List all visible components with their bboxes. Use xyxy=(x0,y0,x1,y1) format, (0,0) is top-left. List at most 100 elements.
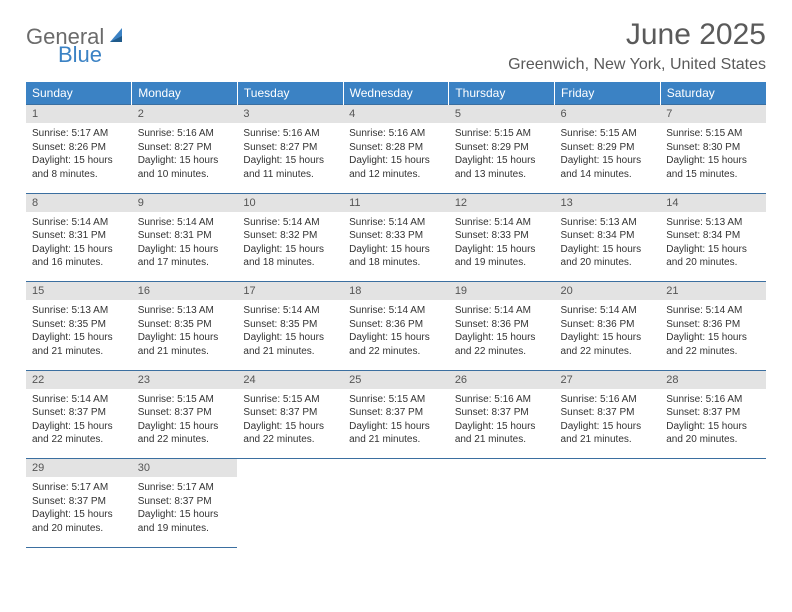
daylight-text: Daylight: 15 hours and 20 minutes. xyxy=(666,243,760,270)
day-number xyxy=(343,459,449,478)
day-content xyxy=(660,477,766,547)
calendar-table: Sunday Monday Tuesday Wednesday Thursday… xyxy=(26,82,766,548)
day-number xyxy=(555,459,661,478)
sunset-text: Sunset: 8:35 PM xyxy=(243,318,337,332)
sunset-text: Sunset: 8:36 PM xyxy=(455,318,549,332)
sunset-text: Sunset: 8:37 PM xyxy=(243,406,337,420)
day-content xyxy=(449,477,555,547)
title-block: June 2025 Greenwich, New York, United St… xyxy=(508,18,766,74)
logo: General Blue xyxy=(26,24,128,50)
day-number: 14 xyxy=(660,193,766,212)
day-content: Sunrise: 5:16 AMSunset: 8:37 PMDaylight:… xyxy=(555,389,661,459)
sunset-text: Sunset: 8:30 PM xyxy=(666,141,760,155)
day-content: Sunrise: 5:15 AMSunset: 8:29 PMDaylight:… xyxy=(449,123,555,193)
sunrise-text: Sunrise: 5:16 AM xyxy=(138,127,232,141)
daylight-text: Daylight: 15 hours and 22 minutes. xyxy=(138,420,232,447)
daylight-text: Daylight: 15 hours and 21 minutes. xyxy=(455,420,549,447)
sunrise-text: Sunrise: 5:15 AM xyxy=(561,127,655,141)
day-number: 4 xyxy=(343,105,449,124)
day-content: Sunrise: 5:15 AMSunset: 8:37 PMDaylight:… xyxy=(132,389,238,459)
daylight-text: Daylight: 15 hours and 20 minutes. xyxy=(666,420,760,447)
weekday-header: Thursday xyxy=(449,82,555,105)
sunrise-text: Sunrise: 5:13 AM xyxy=(561,216,655,230)
daylight-text: Daylight: 15 hours and 22 minutes. xyxy=(561,331,655,358)
weekday-header: Monday xyxy=(132,82,238,105)
daylight-text: Daylight: 15 hours and 22 minutes. xyxy=(349,331,443,358)
day-content: Sunrise: 5:14 AMSunset: 8:36 PMDaylight:… xyxy=(343,300,449,370)
sunrise-text: Sunrise: 5:13 AM xyxy=(138,304,232,318)
daylight-text: Daylight: 15 hours and 14 minutes. xyxy=(561,154,655,181)
day-number: 13 xyxy=(555,193,661,212)
day-number: 29 xyxy=(26,459,132,478)
daynum-row: 15161718192021 xyxy=(26,282,766,301)
day-number: 10 xyxy=(237,193,343,212)
day-number: 3 xyxy=(237,105,343,124)
day-number xyxy=(449,459,555,478)
sunrise-text: Sunrise: 5:16 AM xyxy=(455,393,549,407)
day-number: 8 xyxy=(26,193,132,212)
day-number: 12 xyxy=(449,193,555,212)
daylight-text: Daylight: 15 hours and 21 minutes. xyxy=(243,331,337,358)
sunset-text: Sunset: 8:37 PM xyxy=(349,406,443,420)
day-number: 15 xyxy=(26,282,132,301)
sunset-text: Sunset: 8:36 PM xyxy=(666,318,760,332)
day-number: 23 xyxy=(132,370,238,389)
daylight-text: Daylight: 15 hours and 21 minutes. xyxy=(138,331,232,358)
sunset-text: Sunset: 8:36 PM xyxy=(561,318,655,332)
sunset-text: Sunset: 8:35 PM xyxy=(32,318,126,332)
day-number: 18 xyxy=(343,282,449,301)
day-number: 25 xyxy=(343,370,449,389)
sunrise-text: Sunrise: 5:14 AM xyxy=(455,304,549,318)
content-row: Sunrise: 5:17 AMSunset: 8:26 PMDaylight:… xyxy=(26,123,766,193)
day-content xyxy=(237,477,343,547)
day-content: Sunrise: 5:16 AMSunset: 8:28 PMDaylight:… xyxy=(343,123,449,193)
sunrise-text: Sunrise: 5:16 AM xyxy=(243,127,337,141)
day-content: Sunrise: 5:13 AMSunset: 8:35 PMDaylight:… xyxy=(132,300,238,370)
sunrise-text: Sunrise: 5:15 AM xyxy=(138,393,232,407)
daylight-text: Daylight: 15 hours and 16 minutes. xyxy=(32,243,126,270)
daylight-text: Daylight: 15 hours and 18 minutes. xyxy=(243,243,337,270)
sunrise-text: Sunrise: 5:17 AM xyxy=(32,481,126,495)
sunset-text: Sunset: 8:28 PM xyxy=(349,141,443,155)
daylight-text: Daylight: 15 hours and 21 minutes. xyxy=(561,420,655,447)
sunrise-text: Sunrise: 5:13 AM xyxy=(666,216,760,230)
daylight-text: Daylight: 15 hours and 19 minutes. xyxy=(138,508,232,535)
day-content: Sunrise: 5:14 AMSunset: 8:35 PMDaylight:… xyxy=(237,300,343,370)
day-content: Sunrise: 5:15 AMSunset: 8:37 PMDaylight:… xyxy=(237,389,343,459)
location: Greenwich, New York, United States xyxy=(508,56,766,74)
sunrise-text: Sunrise: 5:14 AM xyxy=(243,216,337,230)
day-content: Sunrise: 5:14 AMSunset: 8:36 PMDaylight:… xyxy=(449,300,555,370)
daylight-text: Daylight: 15 hours and 15 minutes. xyxy=(666,154,760,181)
daylight-text: Daylight: 15 hours and 11 minutes. xyxy=(243,154,337,181)
daylight-text: Daylight: 15 hours and 22 minutes. xyxy=(243,420,337,447)
sunrise-text: Sunrise: 5:16 AM xyxy=(561,393,655,407)
day-content: Sunrise: 5:15 AMSunset: 8:37 PMDaylight:… xyxy=(343,389,449,459)
day-content: Sunrise: 5:14 AMSunset: 8:36 PMDaylight:… xyxy=(555,300,661,370)
day-content xyxy=(343,477,449,547)
sunrise-text: Sunrise: 5:14 AM xyxy=(243,304,337,318)
logo-sail-icon xyxy=(108,26,128,49)
sunset-text: Sunset: 8:36 PM xyxy=(349,318,443,332)
daylight-text: Daylight: 15 hours and 21 minutes. xyxy=(349,420,443,447)
content-row: Sunrise: 5:14 AMSunset: 8:31 PMDaylight:… xyxy=(26,212,766,282)
sunset-text: Sunset: 8:37 PM xyxy=(138,495,232,509)
sunset-text: Sunset: 8:33 PM xyxy=(349,229,443,243)
header: General Blue June 2025 Greenwich, New Yo… xyxy=(26,18,766,74)
daylight-text: Daylight: 15 hours and 19 minutes. xyxy=(455,243,549,270)
sunrise-text: Sunrise: 5:14 AM xyxy=(349,216,443,230)
sunset-text: Sunset: 8:31 PM xyxy=(32,229,126,243)
sunset-text: Sunset: 8:27 PM xyxy=(243,141,337,155)
day-content: Sunrise: 5:14 AMSunset: 8:33 PMDaylight:… xyxy=(343,212,449,282)
day-number: 16 xyxy=(132,282,238,301)
day-content: Sunrise: 5:16 AMSunset: 8:27 PMDaylight:… xyxy=(132,123,238,193)
sunset-text: Sunset: 8:37 PM xyxy=(32,495,126,509)
day-content xyxy=(555,477,661,547)
sunrise-text: Sunrise: 5:16 AM xyxy=(349,127,443,141)
sunset-text: Sunset: 8:37 PM xyxy=(455,406,549,420)
day-number: 9 xyxy=(132,193,238,212)
sunrise-text: Sunrise: 5:16 AM xyxy=(666,393,760,407)
day-content: Sunrise: 5:17 AMSunset: 8:26 PMDaylight:… xyxy=(26,123,132,193)
day-content: Sunrise: 5:14 AMSunset: 8:32 PMDaylight:… xyxy=(237,212,343,282)
day-number: 26 xyxy=(449,370,555,389)
day-number: 11 xyxy=(343,193,449,212)
